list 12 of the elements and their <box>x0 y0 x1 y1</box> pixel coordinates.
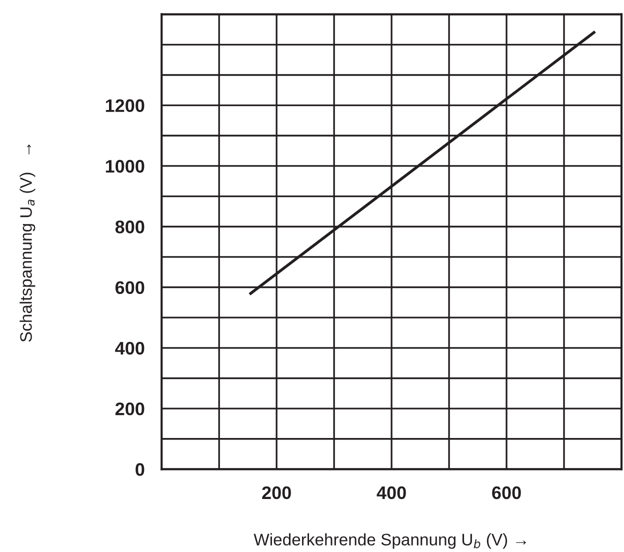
y-tick-label: 400 <box>115 342 144 355</box>
y-tick-label: 1200 <box>106 99 144 112</box>
y-tick-label: 0 <box>136 463 144 476</box>
x-tick-label: 600 <box>492 486 521 500</box>
x-axis-title: Wiederkehrende Spannung U$_{b}$ (V) → <box>254 533 526 549</box>
y-axis-title: Schaltspannung U$_{a}$ (V) → <box>20 144 36 342</box>
y-tick-label: 800 <box>115 220 144 234</box>
y-tick-label: 200 <box>115 402 144 416</box>
x-tick-label: 400 <box>376 486 406 500</box>
y-tick-label: 600 <box>115 281 144 294</box>
x-tick-label: 200 <box>262 486 291 500</box>
y-tick-label: 1000 <box>106 160 144 173</box>
